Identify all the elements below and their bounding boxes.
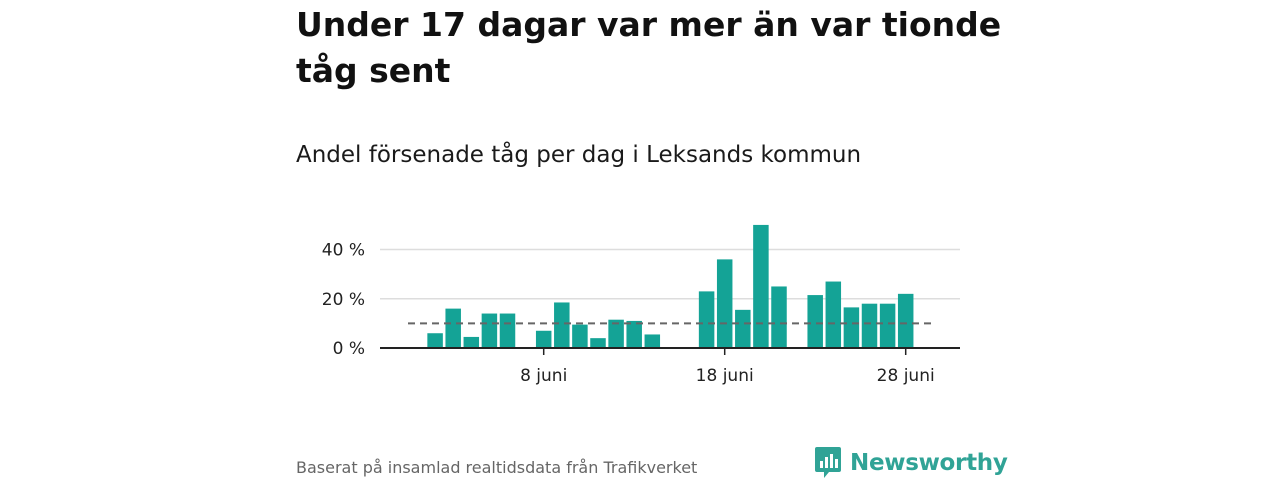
bar bbox=[572, 324, 588, 348]
bar bbox=[753, 224, 769, 348]
bar bbox=[861, 303, 878, 348]
bar bbox=[879, 303, 896, 348]
bar bbox=[644, 334, 661, 348]
bar bbox=[499, 313, 516, 348]
bar bbox=[463, 336, 480, 348]
bar bbox=[735, 309, 751, 348]
chart-subtitle: Andel försenade tåg per dag i Leksands k… bbox=[296, 142, 862, 168]
y-tick-label: 40 % bbox=[322, 241, 365, 261]
bar-chart-speech-bubble-icon bbox=[815, 447, 841, 478]
bar bbox=[554, 302, 570, 348]
x-tick-label: 18 juni bbox=[696, 366, 754, 386]
y-tick-label: 0 % bbox=[333, 339, 365, 359]
x-tick-labels: 8 juni 18 juni 28 juni bbox=[520, 366, 935, 386]
bar bbox=[716, 259, 733, 348]
bar bbox=[590, 338, 606, 348]
bar bbox=[535, 330, 552, 348]
brand-name: Newsworthy bbox=[850, 450, 1008, 476]
bars bbox=[427, 224, 914, 348]
x-tick-label: 28 juni bbox=[877, 366, 935, 386]
bar bbox=[897, 293, 914, 348]
brand-logo: Newsworthy bbox=[814, 446, 1008, 480]
bar bbox=[445, 308, 461, 348]
source-note: Baserat på insamlad realtidsdata från Tr… bbox=[296, 458, 698, 477]
bar bbox=[698, 291, 715, 348]
bar bbox=[825, 281, 842, 348]
bar bbox=[843, 307, 860, 348]
bar bbox=[427, 333, 443, 348]
bar bbox=[771, 286, 787, 348]
y-tick-label: 20 % bbox=[322, 290, 365, 310]
bar-chart: 0 % 20 % 40 % 8 juni 18 juni 28 juni bbox=[322, 224, 960, 386]
y-tick-labels: 0 % 20 % 40 % bbox=[322, 241, 365, 359]
bar bbox=[626, 320, 642, 348]
bar bbox=[481, 313, 498, 348]
axes bbox=[380, 347, 960, 355]
bar bbox=[807, 295, 823, 348]
x-tick-label: 8 juni bbox=[520, 366, 567, 386]
grid-lines bbox=[380, 248, 960, 300]
chart-title: Under 17 dagar var mer än var tionde tåg… bbox=[296, 5, 1002, 90]
bar bbox=[608, 319, 624, 348]
